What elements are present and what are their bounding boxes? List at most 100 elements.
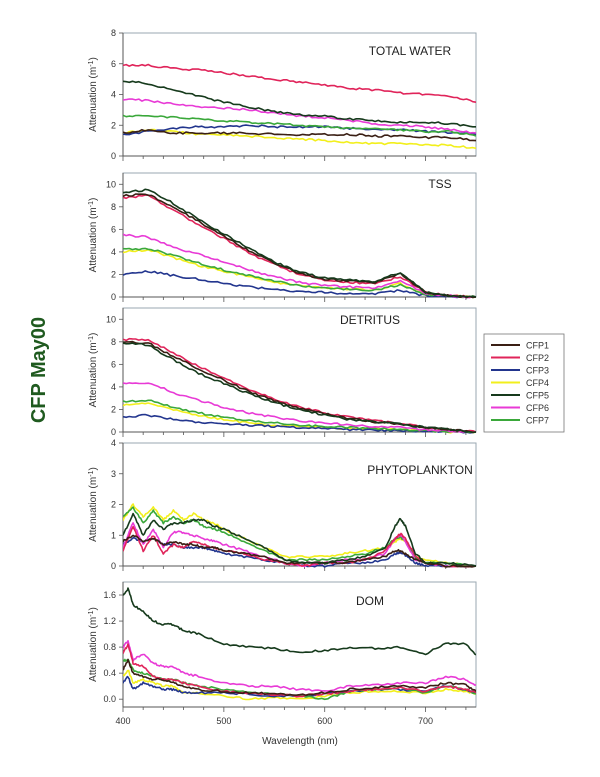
y-tick-label: 6 (111, 224, 116, 234)
legend: CFP1 CFP2 CFP3 CFP4 CFP5 CFP6 CFP7 (483, 333, 565, 433)
y-label-close: ) (88, 198, 99, 201)
y-axis-label: Attenuation (m-1) (88, 467, 100, 542)
y-label-text: Attenuation (m (88, 617, 99, 682)
y-tick-label: 0.0 (103, 694, 116, 704)
legend-label: CFP7 (526, 416, 549, 426)
series-line-cfp6 (123, 98, 476, 134)
series-line-cfp7 (123, 114, 476, 137)
legend-item-cfp6: CFP6 (491, 403, 549, 413)
y-tick-label: 6 (111, 59, 116, 69)
y-tick-label: 4 (111, 247, 116, 257)
series-group (123, 337, 476, 434)
series-line-cfp5 (123, 587, 476, 656)
y-tick-label: 10 (106, 179, 116, 189)
series-line-cfp1 (123, 128, 476, 142)
y-axis-label: Attenuation (m-1) (88, 198, 100, 273)
side-title: CFP May00 (28, 317, 50, 423)
y-tick-label: 1 (111, 530, 116, 540)
y-tick-label: 8 (111, 337, 116, 347)
y-axis-label: Attenuation (m-1) (88, 57, 100, 132)
y-label-text: Attenuation (m (88, 67, 99, 132)
x-tick-label: 700 (418, 716, 433, 726)
y-tick-label: 4 (111, 438, 116, 448)
series-line-cfp3 (123, 124, 476, 136)
y-tick-label: 6 (111, 359, 116, 369)
y-label-superscript: -1 (88, 336, 95, 342)
y-tick-label: 8 (111, 28, 116, 38)
panel-title: PHYTOPLANKTON (367, 463, 473, 477)
legend-item-cfp5: CFP5 (491, 391, 549, 401)
y-label-text: Attenuation (m (88, 477, 99, 542)
legend-item-cfp4: CFP4 (491, 378, 549, 388)
legend-label: CFP4 (526, 378, 549, 388)
series-line-cfp6 (123, 233, 476, 299)
y-tick-label: 0.8 (103, 642, 116, 652)
y-label-close: ) (88, 467, 99, 470)
y-tick-label: 0 (111, 292, 116, 302)
y-tick-label: 2 (111, 120, 116, 130)
series-line-cfp1 (123, 534, 476, 568)
y-tick-label: 3 (111, 469, 116, 479)
x-tick-label: 500 (216, 716, 231, 726)
series-line-cfp3 (123, 270, 476, 299)
series-line-cfp5 (123, 342, 476, 434)
y-label-text: Attenuation (m (88, 342, 99, 407)
y-label-superscript: -1 (88, 60, 95, 66)
legend-label: CFP6 (526, 403, 549, 413)
y-label-superscript: -1 (88, 610, 95, 616)
legend-item-cfp1: CFP1 (491, 341, 549, 351)
series-line-cfp2 (123, 63, 476, 103)
series-line-cfp6 (123, 639, 476, 692)
y-axis-label: Attenuation (m-1) (88, 607, 100, 682)
series-line-cfp4 (123, 669, 476, 701)
y-axis-label: Attenuation (m-1) (88, 333, 100, 408)
series-line-cfp4 (123, 128, 476, 150)
y-tick-label: 10 (106, 314, 116, 324)
series-line-cfp1 (123, 658, 476, 697)
y-tick-label: 2 (111, 269, 116, 279)
y-tick-label: 0 (111, 427, 116, 437)
legend-item-cfp3: CFP3 (491, 366, 549, 376)
y-tick-label: 2 (111, 404, 116, 414)
panel-dom: 0.0 0.4 0.8 1.2 1.6 400 500 600 700 Attenuation (… (88, 581, 477, 726)
y-label-superscript: -1 (88, 201, 95, 207)
y-label-close: ) (88, 57, 99, 60)
y-label-text: Attenuation (m (88, 207, 99, 272)
plot-frame (122, 172, 477, 298)
y-label-close: ) (88, 333, 99, 336)
y-tick-label: 4 (111, 382, 116, 392)
series-group (123, 63, 476, 150)
series-line-cfp3 (123, 413, 476, 434)
legend-label: CFP3 (526, 366, 549, 376)
panel-total-water: 0 2 4 6 8 Attenuation (m-1) TOTAL WATER (88, 28, 477, 161)
panel-title: TOTAL WATER (369, 44, 452, 58)
legend-label: CFP5 (526, 391, 549, 401)
y-tick-label: 0.4 (103, 668, 116, 678)
panel-title: TSS (428, 177, 451, 191)
plot-frame (122, 307, 477, 433)
y-tick-label: 0 (111, 151, 116, 161)
series-group (123, 188, 476, 299)
series-group (123, 503, 476, 568)
legend-label: CFP1 (526, 341, 549, 351)
series-line-cfp5 (123, 80, 476, 128)
series-group (123, 587, 476, 701)
series-line-cfp7 (123, 399, 476, 434)
series-line-cfp5 (123, 188, 476, 298)
panel-title: DETRITUS (340, 313, 400, 327)
panel-detritus: 0 2 4 6 8 10 Attenuation (m-1) DETRITUS (88, 307, 477, 437)
y-tick-label: 1.2 (103, 616, 116, 626)
series-line-cfp6 (123, 382, 476, 433)
legend-label: CFP2 (526, 353, 549, 363)
x-tick-label: 400 (115, 716, 130, 726)
y-label-close: ) (88, 607, 99, 610)
series-line-cfp7 (123, 247, 476, 299)
panel-title: DOM (356, 594, 384, 608)
y-tick-label: 0 (111, 561, 116, 571)
y-tick-label: 2 (111, 500, 116, 510)
panel-tss: 0 2 4 6 8 10 Attenuation (m-1) TSS (88, 172, 477, 302)
legend-item-cfp2: CFP2 (491, 353, 549, 363)
y-tick-label: 4 (111, 90, 116, 100)
